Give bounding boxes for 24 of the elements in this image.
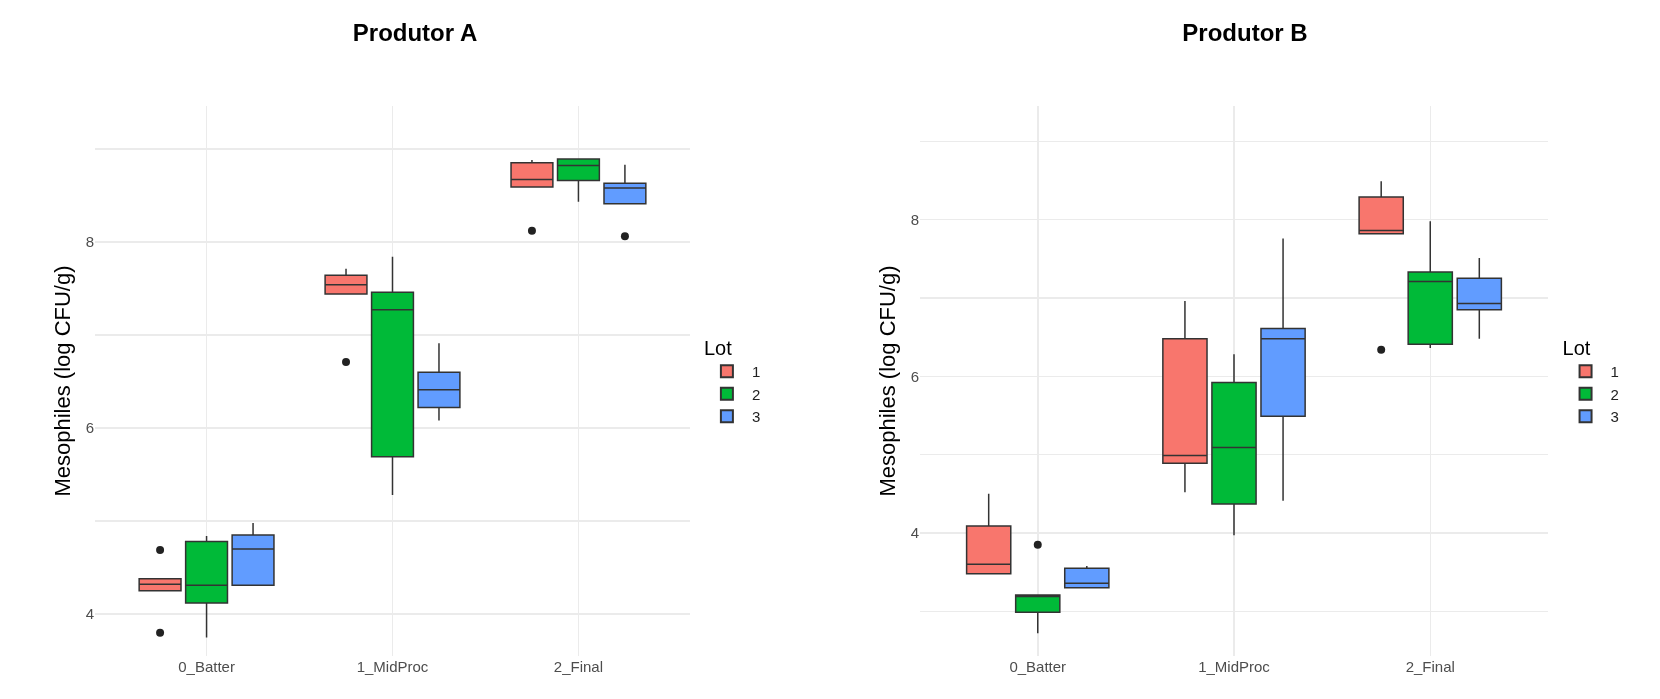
legend-title: Lot <box>1562 337 1591 359</box>
chart-title: Produtor A <box>352 19 478 47</box>
y-tick-label: 4 <box>85 605 94 623</box>
legend-label: 1 <box>1610 363 1619 381</box>
legend-label: 2 <box>1610 385 1619 403</box>
legend-label: 3 <box>1610 408 1619 426</box>
legend-label: 1 <box>751 363 761 381</box>
chart-title: Produtor B <box>1182 19 1308 47</box>
y-axis-title: Mesophiles (log CFU/g) <box>875 265 901 497</box>
x-tick-label: 1_MidProc <box>356 658 429 675</box>
x-tick-label: 2_Final <box>1405 658 1455 675</box>
y-tick-label: 6 <box>910 367 919 385</box>
y-tick-label: 8 <box>910 210 919 228</box>
legend-label: 2 <box>751 385 761 403</box>
x-tick-label: 2_Final <box>553 658 604 675</box>
y-axis-title: Mesophiles (log CFU/g) <box>50 265 76 497</box>
x-tick-label: 1_MidProc <box>1198 658 1271 675</box>
x-tick-label: 0_Batter <box>178 658 235 675</box>
legend-title: Lot <box>703 337 733 359</box>
x-tick-label: 0_Batter <box>1009 658 1067 675</box>
y-tick-label: 8 <box>85 233 94 251</box>
y-tick-label: 4 <box>910 524 919 542</box>
legend-label: 3 <box>751 408 761 426</box>
y-tick-label: 6 <box>85 419 94 437</box>
